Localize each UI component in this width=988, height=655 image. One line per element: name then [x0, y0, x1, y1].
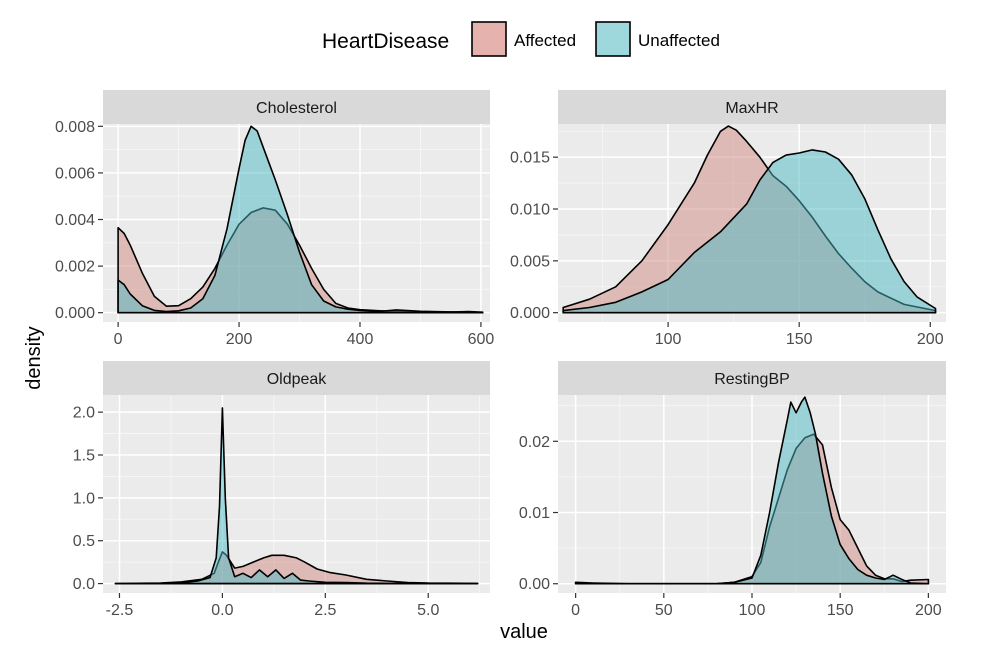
- x-tick-label: 0: [571, 602, 580, 619]
- y-tick-label: 0.010: [510, 202, 550, 219]
- panel-maxhr: MaxHR 100 150 200 0.000 0.005 0.010 0.015: [510, 90, 946, 348]
- x-tick-label: 150: [827, 602, 854, 619]
- y-tick-label: 0.015: [510, 150, 550, 167]
- strip-maxhr: [558, 90, 946, 124]
- axes: -2.5 0.0 2.5 5.0 0.0 0.5 1.0 1.5 2.0: [73, 405, 440, 619]
- y-tick-label: 1.0: [73, 490, 95, 507]
- x-tick-label: 0.0: [211, 602, 233, 619]
- axes: 100 150 200 0.000 0.005 0.010 0.015: [510, 150, 944, 348]
- y-tick-label: 0.02: [519, 434, 550, 451]
- density-unaffected-cholesterol: [117, 125, 484, 314]
- x-tick-label: 100: [655, 331, 682, 348]
- x-axis-title: value: [500, 621, 548, 643]
- density-unaffected-maxhr: [562, 149, 937, 314]
- strip-cholesterol: [103, 90, 490, 124]
- legend-label-unaffected: Unaffected: [638, 31, 720, 50]
- y-tick-label: 0.01: [519, 505, 550, 522]
- y-tick-label: 0.000: [510, 305, 550, 322]
- x-tick-label: -2.5: [106, 602, 134, 619]
- density-series: [114, 407, 479, 585]
- y-tick-label: 0.005: [510, 253, 550, 270]
- x-tick-label: 200: [226, 331, 253, 348]
- x-tick-label: 150: [786, 331, 813, 348]
- y-tick-label: 0.008: [55, 119, 95, 136]
- x-tick-label: 400: [347, 331, 374, 348]
- x-tick-label: 100: [739, 602, 766, 619]
- x-tick-label: 5.0: [417, 602, 439, 619]
- panel-cholesterol: Cholesterol 0 200 400 600 0.000 0.002 0.004 0.00…: [55, 90, 494, 348]
- y-tick-label: 0.00: [519, 576, 550, 593]
- panel-oldpeak: Oldpeak -2.5 0.0 2.5 5.0 0.0 0.5 1.0 1.5 2.0: [73, 361, 490, 619]
- y-tick-label: 0.002: [55, 259, 95, 276]
- x-tick-label: 50: [655, 602, 673, 619]
- density-series: [562, 125, 937, 314]
- axes: 0 200 400 600 0.000 0.002 0.004 0.006 0.008: [55, 119, 494, 348]
- y-tick-label: 0.000: [55, 305, 95, 322]
- legend-label-affected: Affected: [514, 31, 576, 50]
- legend-key-unaffected: [595, 21, 631, 57]
- density-series: [117, 125, 484, 314]
- y-tick-label: 0.006: [55, 165, 95, 182]
- y-tick-label: 1.5: [73, 448, 95, 465]
- x-tick-label: 200: [917, 331, 944, 348]
- y-tick-label: 0.0: [73, 576, 95, 593]
- x-tick-label: 2.5: [314, 602, 336, 619]
- density-unaffected-restingbp: [574, 396, 930, 585]
- strip-label-oldpeak: Oldpeak: [267, 371, 328, 388]
- x-tick-label: 0: [114, 331, 123, 348]
- strip-label-restingbp: RestingBP: [714, 371, 790, 388]
- strip-label-cholesterol: Cholesterol: [256, 100, 337, 117]
- density-series: [574, 396, 930, 585]
- x-tick-label: 200: [915, 602, 942, 619]
- legend: HeartDisease Affected Unaffected: [322, 21, 720, 57]
- density-unaffected-oldpeak: [114, 407, 479, 585]
- strip-label-maxhr: MaxHR: [725, 100, 778, 117]
- strip-oldpeak: [103, 361, 490, 395]
- y-axis-title: density: [23, 326, 45, 389]
- panel-restingbp: RestingBP 0 50 100 150 200 0.00 0.01 0.02: [519, 361, 946, 619]
- x-tick-label: 600: [468, 331, 495, 348]
- axes: 0 50 100 150 200 0.00 0.01 0.02: [519, 434, 942, 619]
- y-tick-label: 0.5: [73, 533, 95, 550]
- y-tick-label: 0.004: [55, 212, 95, 229]
- y-tick-label: 2.0: [73, 405, 95, 422]
- legend-title: HeartDisease: [322, 30, 449, 53]
- strip-restingbp: [558, 361, 946, 395]
- legend-key-affected: [471, 21, 507, 57]
